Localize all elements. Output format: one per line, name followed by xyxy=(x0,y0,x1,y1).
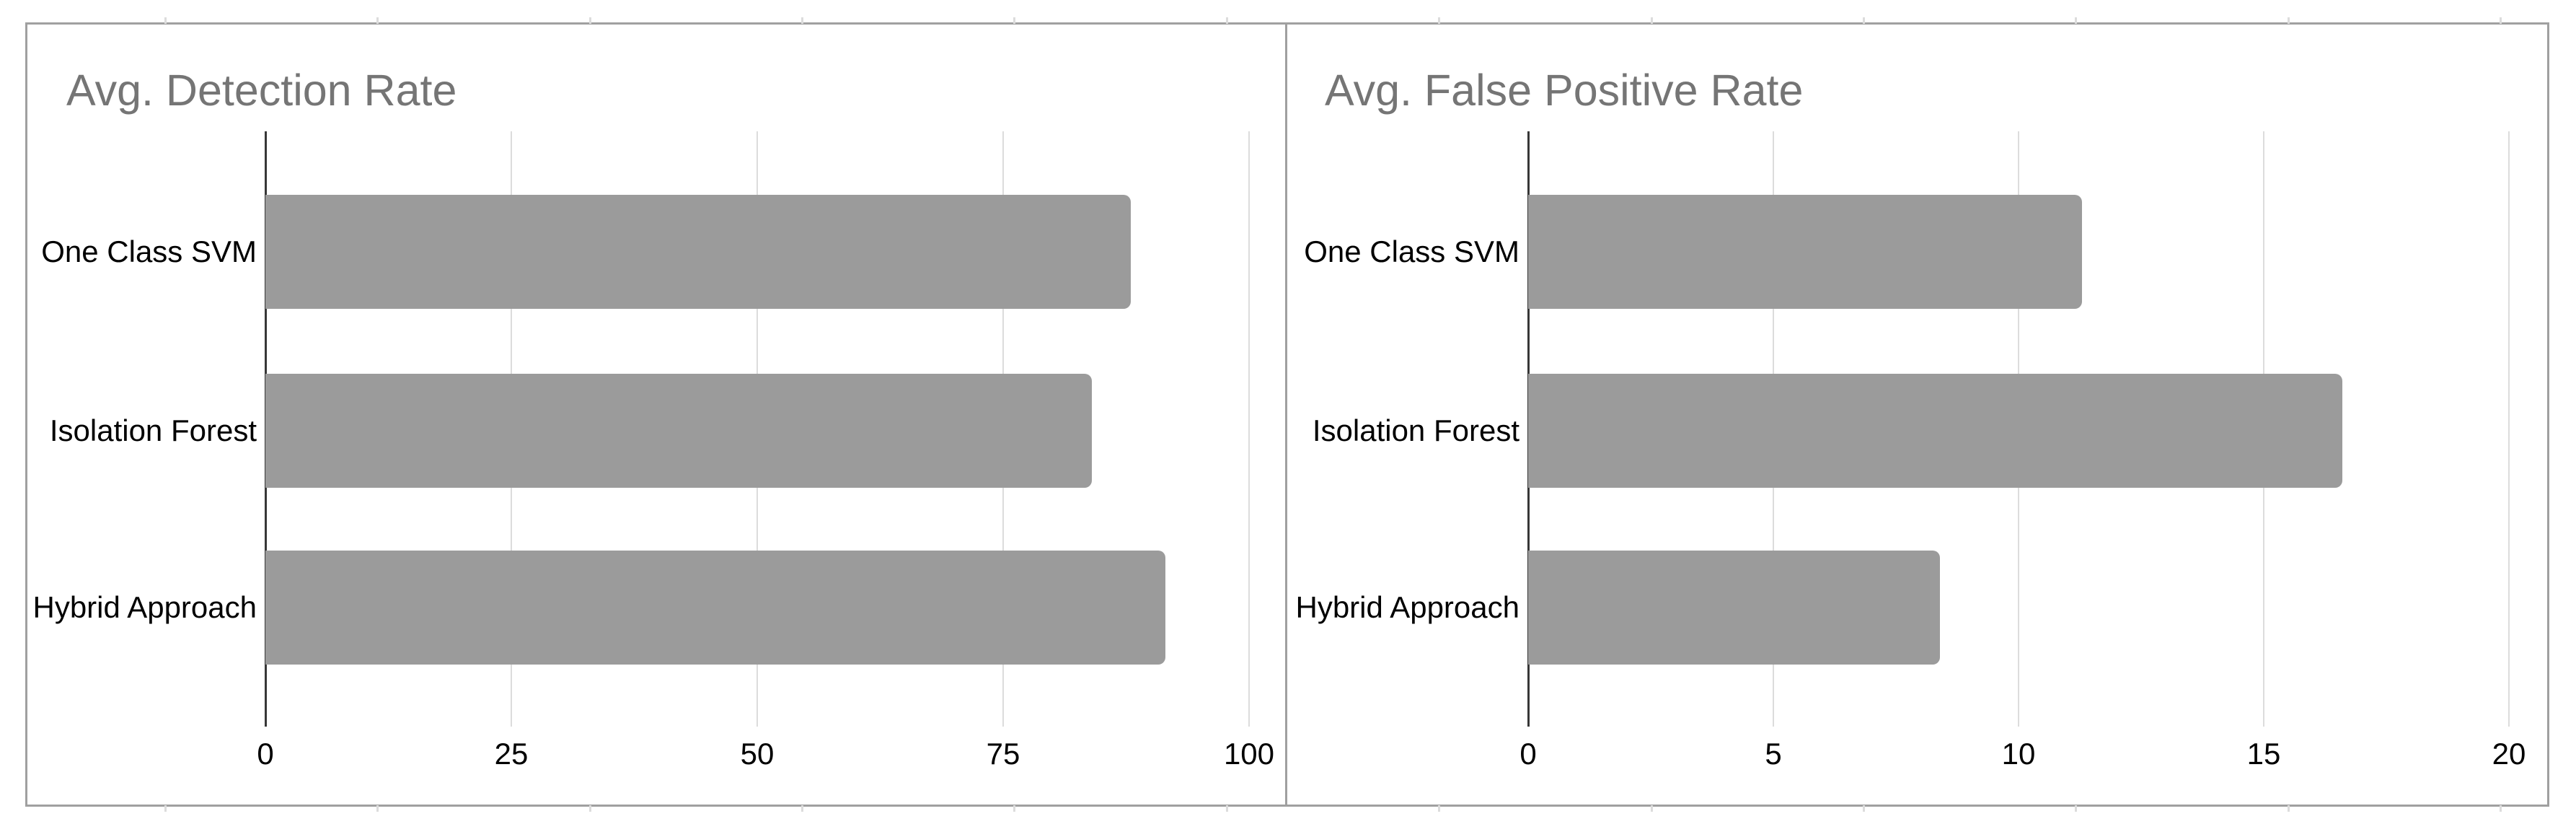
category-label: Hybrid Approach xyxy=(32,590,257,624)
x-axis-tick-label: 15 xyxy=(2246,737,2281,771)
chart-title-false-positive-rate: Avg. False Positive Rate xyxy=(1325,66,1804,115)
category-label: Isolation Forest xyxy=(1312,413,1519,447)
x-axis-tick-label: 25 xyxy=(494,737,529,771)
bar-one-class-svm[interactable] xyxy=(265,195,1132,309)
category-label: Isolation Forest xyxy=(49,413,257,447)
ruler-tick xyxy=(589,805,591,812)
ruler-tick xyxy=(2075,805,2077,812)
ruler-tick xyxy=(1863,17,1865,24)
ruler-tick xyxy=(164,17,167,24)
x-axis-tick-label: 75 xyxy=(986,737,1020,771)
gridline xyxy=(2508,131,2510,727)
ruler-tick xyxy=(1651,805,1653,812)
category-label: One Class SVM xyxy=(1304,235,1519,268)
bar-isolation-forest[interactable] xyxy=(1528,374,2342,488)
x-axis-tick-label: 10 xyxy=(2001,737,2036,771)
chart-title-detection-rate: Avg. Detection Rate xyxy=(66,66,457,115)
x-axis-tick-label: 5 xyxy=(1765,737,1782,771)
ruler-tick xyxy=(1651,17,1653,24)
gridline xyxy=(1248,131,1250,727)
bar-isolation-forest[interactable] xyxy=(265,374,1092,488)
ruler-tick xyxy=(801,805,803,812)
ruler-tick xyxy=(1438,17,1440,24)
ruler-tick xyxy=(164,805,167,812)
category-label: Hybrid Approach xyxy=(1295,590,1519,624)
category-label: One Class SVM xyxy=(41,235,257,268)
ruler-tick xyxy=(1226,805,1228,812)
ruler-tick xyxy=(2500,805,2502,812)
ruler-tick xyxy=(376,17,379,24)
x-axis-tick-label: 20 xyxy=(2492,737,2526,771)
panel-divider xyxy=(1285,23,1287,806)
ruler-tick xyxy=(1226,17,1228,24)
ruler-tick xyxy=(2075,17,2077,24)
ruler-tick xyxy=(2288,17,2290,24)
ruler-tick xyxy=(1438,805,1440,812)
bar-one-class-svm[interactable] xyxy=(1528,195,2083,309)
bar-hybrid-approach[interactable] xyxy=(1528,551,1941,665)
x-axis-tick-label: 0 xyxy=(1519,737,1537,771)
bar-hybrid-approach[interactable] xyxy=(265,551,1166,665)
x-axis-tick-label: 100 xyxy=(1223,737,1275,771)
ruler-tick xyxy=(1863,805,1865,812)
x-axis-tick-label: 0 xyxy=(257,737,274,771)
x-axis-tick-label: 50 xyxy=(740,737,775,771)
ruler-tick xyxy=(801,17,803,24)
ruler-tick xyxy=(376,805,379,812)
ruler-tick xyxy=(1013,17,1015,24)
ruler-tick xyxy=(1013,805,1015,812)
ruler-tick xyxy=(589,17,591,24)
ruler-tick xyxy=(2288,805,2290,812)
ruler-tick xyxy=(2500,17,2502,24)
